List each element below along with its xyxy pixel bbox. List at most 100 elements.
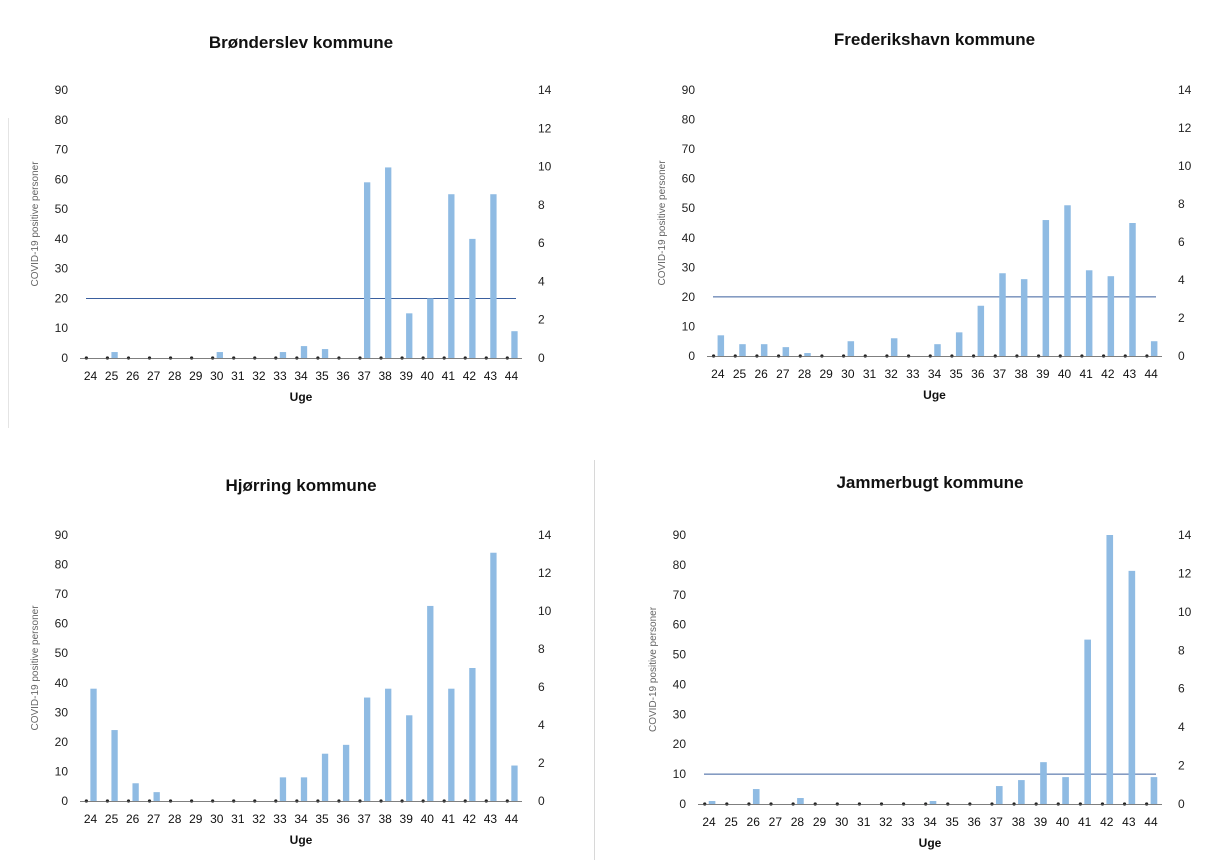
x-tick-label: 24 bbox=[711, 367, 725, 381]
zero-marker bbox=[211, 356, 215, 360]
x-tick-label: 31 bbox=[231, 369, 245, 383]
y-tick-label: 50 bbox=[55, 646, 69, 660]
zero-marker bbox=[885, 354, 889, 358]
bar bbox=[929, 801, 937, 804]
bar bbox=[153, 792, 160, 801]
zero-marker bbox=[126, 356, 131, 360]
y-tick-label: 90 bbox=[682, 83, 696, 97]
bar bbox=[363, 697, 371, 801]
x-tick-label: 27 bbox=[776, 367, 790, 381]
chart-svg-jammerbugt: Jammerbugt kommune COVID-19 positive pers… bbox=[648, 473, 1192, 850]
y-tick-label: 0 bbox=[61, 794, 68, 808]
y-tick-label: 40 bbox=[55, 676, 69, 690]
zero-marker bbox=[971, 354, 976, 358]
y2-tick-label: 10 bbox=[1178, 605, 1192, 619]
x-tick-label: 25 bbox=[105, 369, 119, 383]
y-tick-label: 20 bbox=[673, 737, 687, 751]
chart-frederikshavn: Frederikshavn kommune COVID-19 positive p… bbox=[610, 0, 1230, 430]
zero-marker bbox=[484, 356, 488, 360]
zero-marker bbox=[791, 802, 795, 806]
x-tick-label: 38 bbox=[1012, 815, 1026, 829]
x-tick-label: 25 bbox=[733, 367, 747, 381]
x-tick-label: 40 bbox=[421, 812, 435, 826]
x-tick-label: 36 bbox=[336, 812, 350, 826]
x-axis-label: Uge bbox=[923, 388, 946, 402]
chart-title: Jammerbugt kommune bbox=[836, 473, 1023, 492]
zero-marker bbox=[105, 799, 110, 803]
x-tick-label: 28 bbox=[168, 812, 182, 826]
x-tick-label: 35 bbox=[949, 367, 963, 381]
zero-marker bbox=[924, 802, 928, 806]
x-tick-label: 27 bbox=[769, 815, 783, 829]
bar bbox=[717, 335, 725, 356]
x-tick-label: 44 bbox=[1144, 815, 1158, 829]
y2-tick-label: 14 bbox=[538, 528, 552, 542]
y-tick-label: 30 bbox=[682, 260, 696, 274]
x-tick-label: 34 bbox=[294, 369, 308, 383]
zero-marker bbox=[820, 354, 824, 358]
zero-marker bbox=[1123, 354, 1127, 358]
x-tick-label: 40 bbox=[421, 369, 435, 383]
zero-marker bbox=[776, 354, 781, 358]
zero-marker bbox=[1101, 354, 1106, 358]
bar bbox=[342, 744, 350, 801]
y-tick-label: 90 bbox=[55, 528, 69, 542]
x-tick-label: 44 bbox=[1144, 367, 1158, 381]
y-tick-label: 70 bbox=[55, 143, 69, 157]
x-tick-label: 29 bbox=[189, 369, 203, 383]
zero-marker bbox=[968, 802, 972, 806]
y2-tick-label: 10 bbox=[1178, 159, 1192, 173]
y-tick-label: 60 bbox=[55, 172, 69, 186]
bar bbox=[448, 688, 455, 801]
zero-marker bbox=[1012, 802, 1016, 806]
bar bbox=[708, 801, 716, 804]
bar bbox=[300, 777, 308, 801]
zero-marker bbox=[1036, 354, 1041, 358]
bar bbox=[385, 167, 392, 358]
y-tick-label: 50 bbox=[55, 202, 69, 216]
zero-marker bbox=[1056, 802, 1060, 806]
bar bbox=[511, 331, 518, 358]
zero-marker bbox=[232, 799, 236, 803]
zero-marker bbox=[1034, 802, 1038, 806]
bar bbox=[511, 765, 518, 801]
x-tick-label: 37 bbox=[357, 812, 371, 826]
bar bbox=[490, 552, 497, 801]
zero-marker bbox=[147, 799, 152, 803]
y-tick-label: 60 bbox=[55, 617, 69, 631]
x-tick-label: 34 bbox=[923, 815, 937, 829]
zero-marker bbox=[190, 356, 194, 360]
bar bbox=[1084, 639, 1091, 804]
zero-marker bbox=[274, 799, 278, 803]
x-tick-label: 24 bbox=[84, 812, 98, 826]
x-tick-label: 31 bbox=[857, 815, 871, 829]
bar bbox=[1128, 570, 1136, 804]
x-tick-label: 28 bbox=[791, 815, 805, 829]
bar bbox=[760, 344, 768, 356]
bar bbox=[90, 688, 97, 801]
x-tick-label: 26 bbox=[126, 369, 140, 383]
bar bbox=[427, 298, 434, 358]
bar bbox=[847, 341, 855, 356]
zero-marker bbox=[505, 356, 509, 360]
x-tick-label: 29 bbox=[813, 815, 827, 829]
zero-marker bbox=[147, 356, 152, 360]
bar bbox=[469, 238, 476, 358]
zero-marker bbox=[703, 802, 707, 806]
y2-tick-label: 8 bbox=[538, 198, 545, 212]
zero-marker bbox=[863, 354, 867, 358]
bar bbox=[782, 347, 790, 356]
chart-svg-frederikshavn: Frederikshavn kommune COVID-19 positive p… bbox=[657, 30, 1192, 402]
zero-marker bbox=[442, 356, 446, 360]
y2-tick-label: 2 bbox=[1178, 311, 1185, 325]
y2-tick-label: 4 bbox=[1178, 273, 1185, 287]
x-tick-label: 42 bbox=[1101, 367, 1115, 381]
zero-marker bbox=[857, 802, 861, 806]
bar bbox=[1150, 777, 1158, 804]
y2-tick-label: 2 bbox=[538, 313, 545, 327]
bar bbox=[490, 194, 497, 358]
x-tick-label: 43 bbox=[484, 812, 498, 826]
bar bbox=[1129, 223, 1136, 356]
zero-marker bbox=[232, 356, 236, 360]
